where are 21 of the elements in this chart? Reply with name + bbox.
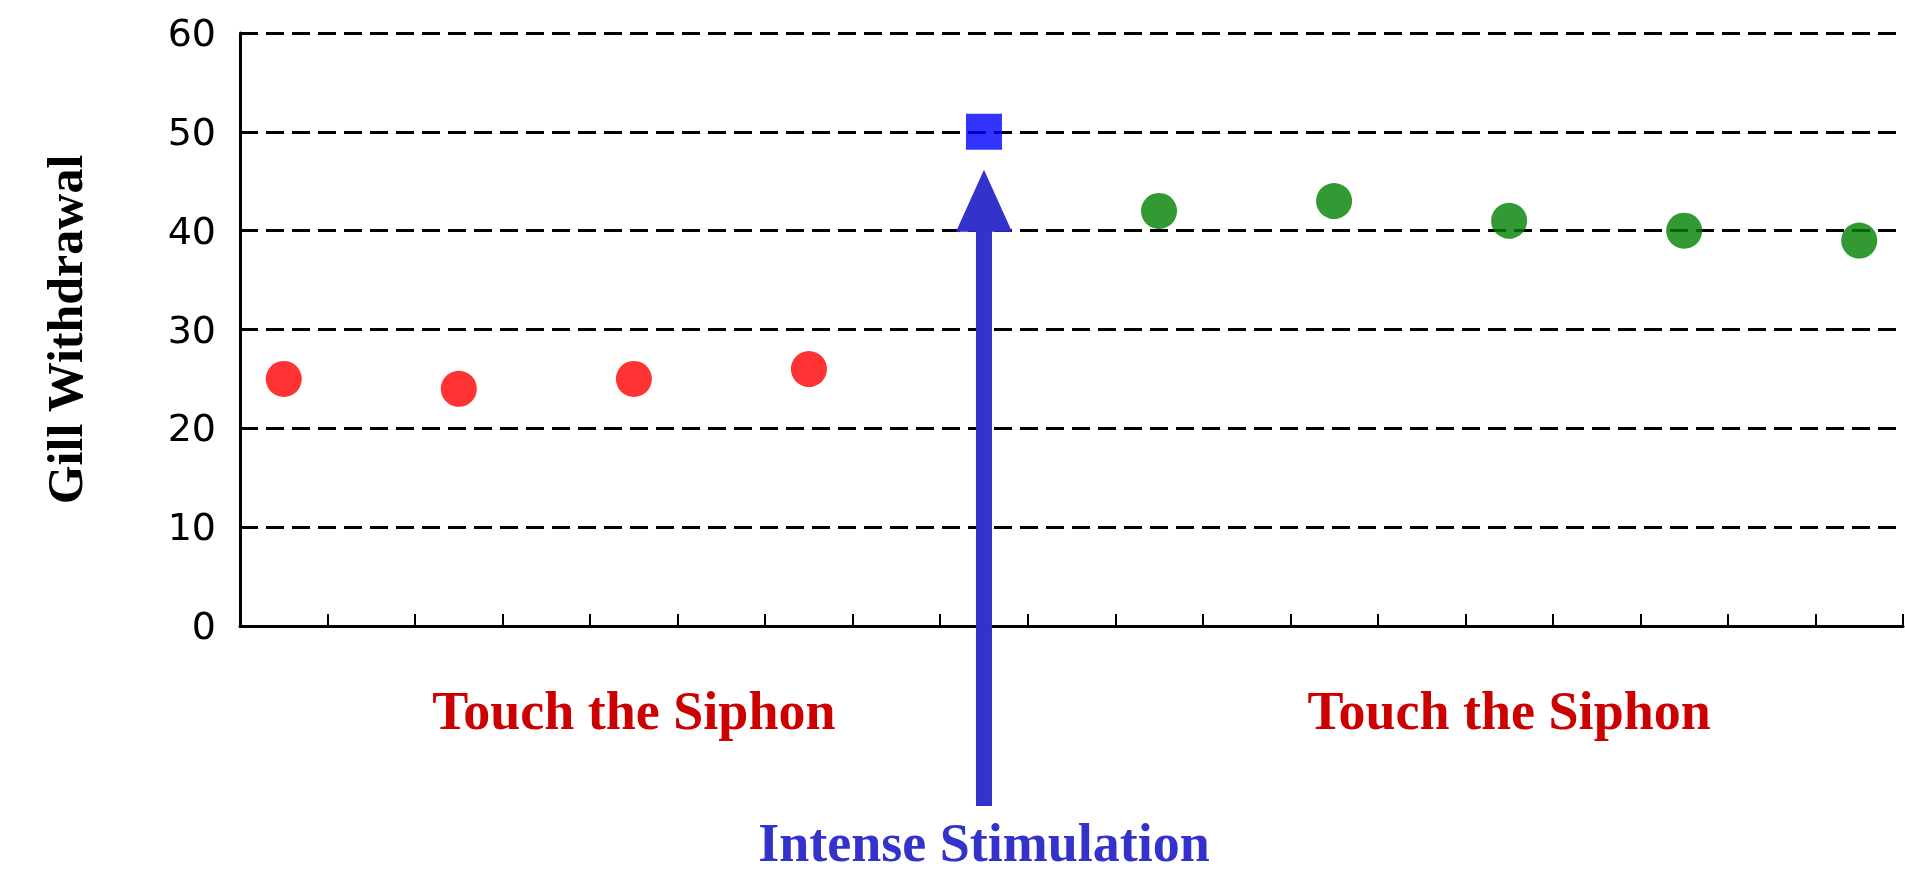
point: [965, 113, 1002, 150]
point: [440, 370, 477, 407]
y-tick-label: 40: [167, 208, 216, 253]
text: Intense Stimulation: [758, 812, 1210, 874]
y-tick-label: 10: [167, 505, 216, 550]
y-axis-title: Gill Withdrawal: [37, 154, 93, 505]
y-tick-label: 0: [191, 604, 216, 648]
point: [790, 351, 827, 388]
y-tick-label: 20: [167, 406, 216, 451]
point: [265, 360, 302, 397]
point: [615, 360, 652, 397]
point: [1666, 212, 1703, 249]
point: [1316, 183, 1353, 220]
y-tick-label: 30: [167, 307, 216, 352]
y-tick-label: 60: [167, 11, 216, 55]
y-tick-label: 50: [167, 109, 216, 154]
point: [1141, 192, 1178, 229]
text: Touch the Siphon: [1307, 680, 1711, 742]
text: Touch the Siphon: [432, 680, 836, 742]
point: [1491, 202, 1528, 239]
point: [1841, 222, 1878, 259]
